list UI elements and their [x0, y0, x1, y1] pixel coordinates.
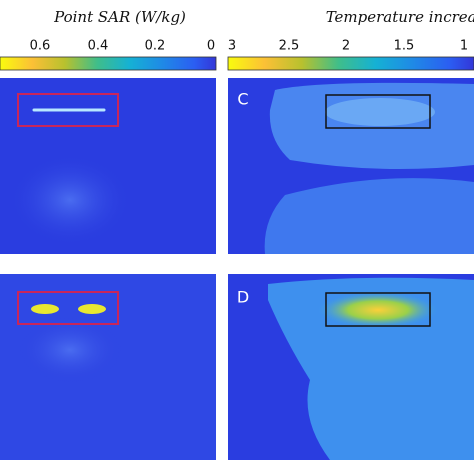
- field-glow: [15, 315, 125, 385]
- colorbar-title: Point SAR (W/kg): [53, 8, 186, 26]
- colorbar-tick: 2: [342, 39, 350, 54]
- tissue-region: [264, 178, 474, 254]
- colorbar-tick: 1: [460, 39, 468, 54]
- colorbar-tick: 3: [228, 39, 236, 54]
- colorbar-tick: 0.2: [145, 39, 166, 54]
- colorbar-tick: 0: [207, 39, 215, 54]
- roi-box: [17, 291, 119, 325]
- panel-label: C: [237, 90, 248, 109]
- colorbar-tick: 1.5: [394, 39, 415, 54]
- colorbar-tick: 2.5: [279, 39, 300, 54]
- roi-box: [325, 292, 431, 327]
- heated-area: [325, 98, 435, 126]
- heated-area: [318, 292, 438, 328]
- tissue-region: [269, 82, 474, 169]
- field-glow: [10, 155, 130, 245]
- hotspot: [31, 304, 59, 314]
- colorbar-tick: 0.6: [30, 39, 51, 54]
- colorbar: [227, 56, 474, 71]
- colorbar-title: Temperature increas: [326, 8, 474, 26]
- tissue-region: [268, 277, 474, 460]
- colorbar-tick: 0.4: [88, 39, 109, 54]
- hotspot: [78, 304, 106, 314]
- colorbar: [0, 56, 217, 71]
- roi-box: [17, 93, 119, 127]
- panel-label: D: [237, 288, 249, 307]
- roi-box: [325, 94, 431, 129]
